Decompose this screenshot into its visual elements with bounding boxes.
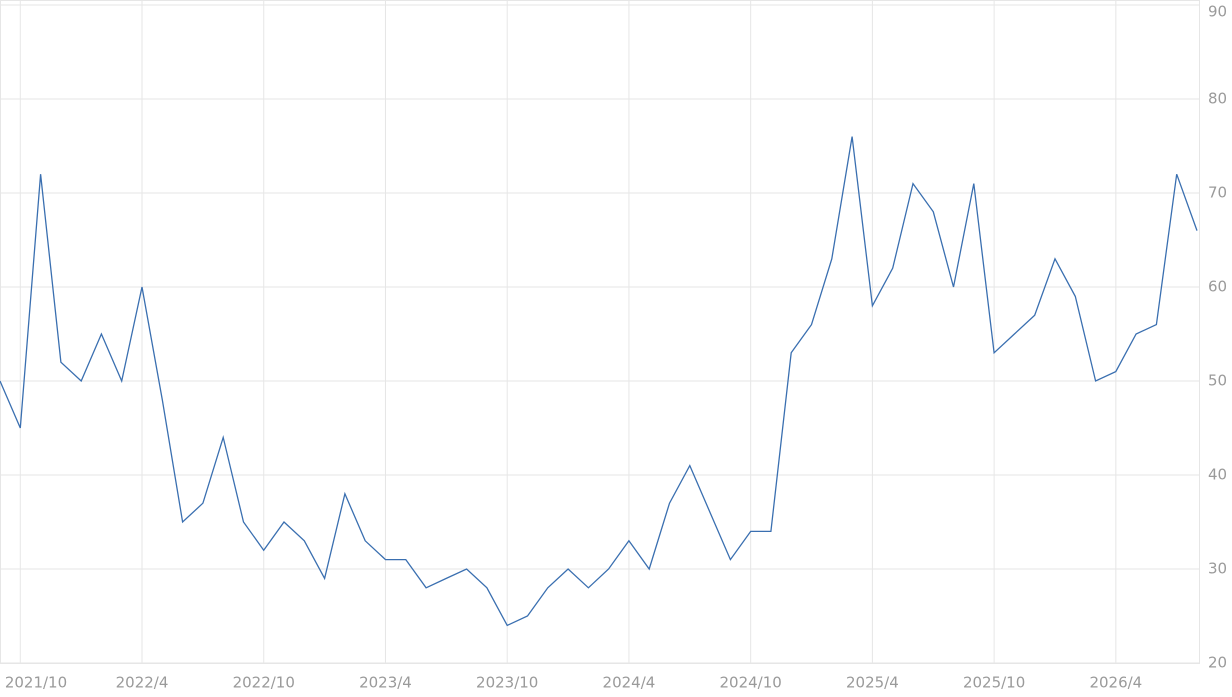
- x-tick-label: 2021/10: [5, 674, 67, 692]
- x-tick-label: 2025/10: [963, 674, 1025, 692]
- y-tick-label: 90: [1208, 3, 1227, 21]
- x-tick-label: 2024/10: [719, 674, 781, 692]
- y-tick-label: 50: [1208, 372, 1227, 390]
- y-tick-label: 40: [1208, 466, 1227, 484]
- x-tick-label: 2024/4: [603, 674, 656, 692]
- x-tick-label: 2023/4: [359, 674, 412, 692]
- y-tick-label: 30: [1208, 560, 1227, 578]
- price-line: [0, 136, 1198, 627]
- y-tick-label: 60: [1208, 278, 1227, 296]
- plot-border: [0, 0, 1200, 664]
- x-tick-label: 2025/4: [846, 674, 899, 692]
- x-tick-label: 2026/4: [1089, 674, 1142, 692]
- y-tick-label: 80: [1208, 90, 1227, 108]
- x-tick-label: 2022/10: [233, 674, 295, 692]
- x-tick-label: 2023/10: [476, 674, 538, 692]
- y-tick-label: 70: [1208, 184, 1227, 202]
- y-tick-label: 20: [1208, 654, 1227, 672]
- x-tick-label: 2022/4: [116, 674, 169, 692]
